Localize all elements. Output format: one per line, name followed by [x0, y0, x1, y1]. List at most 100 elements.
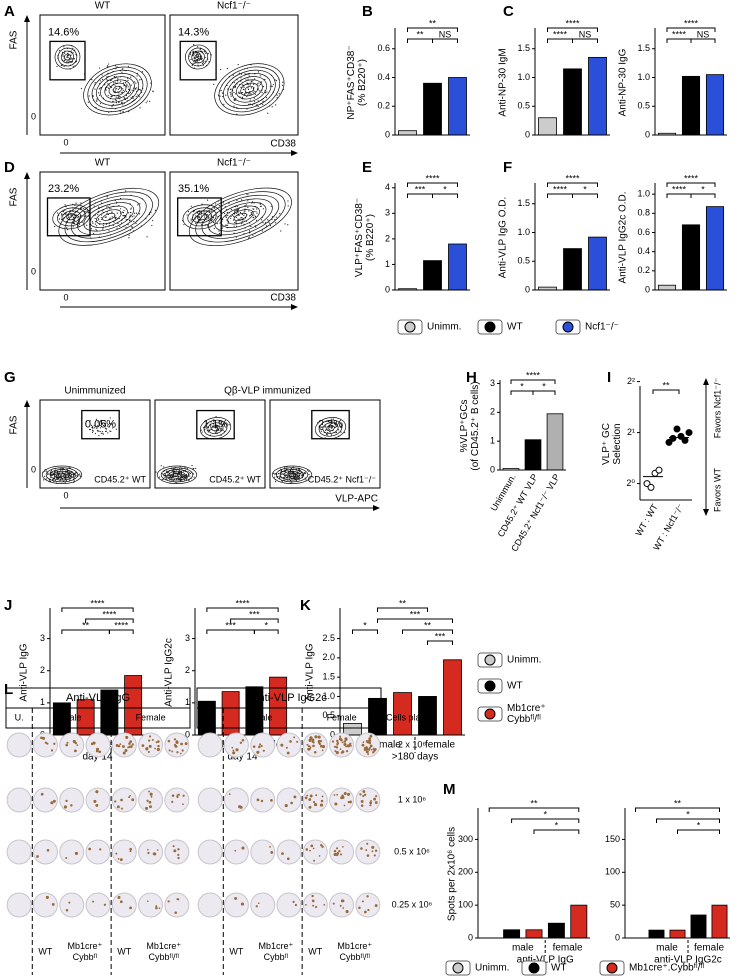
event-dot	[193, 44, 195, 46]
sig-label: ***	[249, 609, 260, 619]
spot	[179, 752, 182, 755]
event-dot	[88, 215, 90, 217]
panel-letter: J	[4, 597, 12, 614]
spot	[360, 804, 364, 807]
event-dot	[97, 213, 99, 216]
event-dot	[134, 87, 137, 90]
contour	[195, 191, 286, 243]
event-dot	[176, 473, 178, 475]
event-dot	[113, 82, 115, 84]
spot	[122, 745, 125, 748]
event-dot	[173, 468, 175, 470]
event-dot	[243, 214, 245, 216]
event-dot	[196, 55, 198, 58]
sig-label: ****	[553, 29, 568, 39]
well	[250, 787, 276, 813]
event-dot	[158, 476, 161, 478]
event-dot	[95, 228, 97, 231]
spot	[228, 793, 231, 796]
event-dot	[67, 216, 70, 218]
event-dot	[105, 89, 107, 91]
spot	[141, 744, 145, 747]
event-dot	[215, 431, 217, 433]
sig-bracket	[652, 389, 680, 394]
panel-letter: C	[503, 3, 514, 20]
y-tick-label: 0	[385, 129, 390, 139]
event-dot	[205, 428, 207, 430]
spot	[148, 739, 151, 742]
event-dot	[256, 212, 258, 214]
event-dot	[109, 417, 111, 419]
spot	[333, 794, 336, 796]
event-dot	[58, 218, 61, 220]
event-dot	[114, 81, 116, 83]
y-tick-label: 0	[468, 932, 473, 942]
spot	[117, 895, 121, 899]
y-zero: 0	[31, 266, 36, 276]
spot	[65, 908, 69, 912]
spot	[320, 799, 324, 803]
event-dot	[200, 429, 202, 431]
well	[164, 892, 190, 918]
plot-label: CD45.2⁺ WT	[209, 474, 261, 484]
event-dot	[98, 88, 100, 90]
event-dot	[233, 105, 235, 107]
y-axis-label: FAS	[9, 415, 20, 434]
bar	[525, 929, 543, 939]
event-dot	[192, 210, 194, 213]
event-dot	[248, 84, 250, 86]
sig-label: *	[264, 620, 268, 630]
bar	[690, 914, 707, 939]
event-dot	[335, 431, 338, 433]
event-dot	[330, 421, 332, 423]
event-dot	[258, 82, 260, 84]
event-dot	[247, 88, 250, 91]
event-dot	[288, 471, 290, 473]
legend-dot	[606, 962, 618, 974]
event-dot	[121, 71, 123, 73]
event-dot	[62, 474, 64, 476]
y-tick-label: 2²	[627, 376, 635, 386]
event-dot	[202, 427, 205, 429]
event-dot	[101, 74, 103, 76]
event-dot	[210, 219, 213, 221]
spot	[171, 794, 175, 797]
event-dot	[196, 212, 199, 214]
annotation: Favors WT	[712, 467, 722, 512]
event-dot	[262, 208, 265, 210]
event-dot	[216, 428, 219, 430]
y-tick-label: 1	[40, 697, 45, 707]
event-dot	[118, 96, 120, 98]
spot	[92, 900, 95, 903]
spot	[284, 804, 288, 808]
legend-label: Ncf1⁻/⁻	[585, 322, 619, 333]
event-dot	[58, 50, 61, 52]
spot	[340, 899, 344, 903]
event-dot	[123, 84, 125, 87]
bar	[368, 697, 387, 736]
event-dot	[146, 100, 148, 102]
bar	[588, 56, 607, 136]
event-dot	[212, 221, 215, 223]
spot	[309, 736, 313, 740]
sig-bracket	[432, 193, 458, 198]
event-dot	[124, 214, 126, 217]
event-dot	[220, 429, 222, 431]
sig-label: *	[583, 184, 587, 194]
event-dot	[241, 91, 244, 94]
event-dot	[222, 202, 224, 204]
event-dot	[72, 226, 74, 228]
spot	[270, 850, 274, 854]
spot	[336, 847, 339, 850]
gate-percent: 14.6%	[48, 26, 79, 38]
well	[223, 732, 249, 758]
event-dot	[70, 476, 72, 478]
event-dot	[191, 64, 193, 67]
sig-bracket	[61, 607, 134, 612]
spot	[128, 742, 131, 745]
event-dot	[67, 52, 69, 54]
event-dot	[47, 472, 49, 474]
contour	[160, 467, 194, 483]
x-zero: 0	[63, 490, 68, 500]
bar	[570, 904, 588, 939]
